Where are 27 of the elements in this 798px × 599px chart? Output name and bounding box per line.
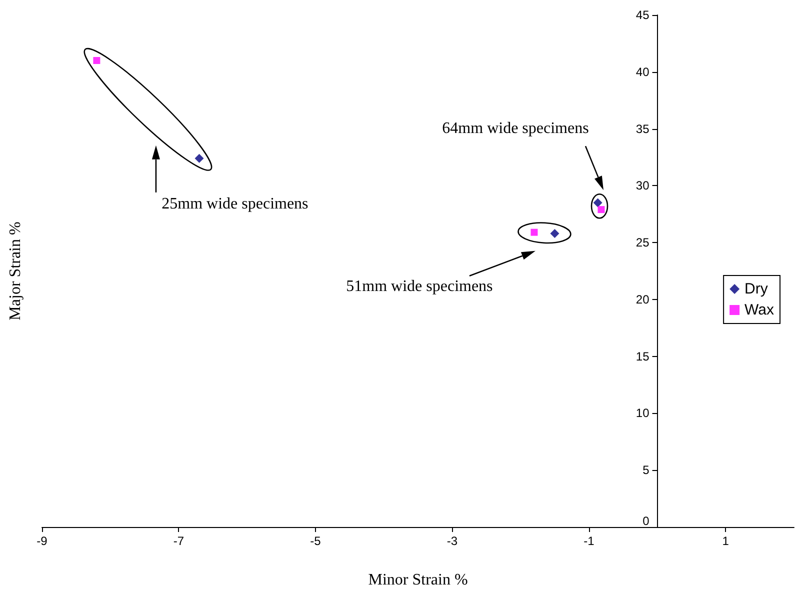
y-tick-label: 45: [636, 8, 650, 22]
x-tick-label: -3: [446, 534, 458, 548]
y-tick-label: 25: [636, 236, 650, 250]
point: [93, 57, 100, 64]
point: [550, 228, 560, 238]
y-tick-label: 10: [636, 406, 650, 420]
x-axis-title: Minor Strain %: [368, 572, 468, 588]
x-tick-label: -1: [584, 534, 595, 548]
y-tick-label: 15: [636, 349, 650, 364]
legend-label: Dry: [744, 280, 768, 298]
x-tick-label: -5: [310, 534, 322, 548]
y-axis-title: Major Strain %: [7, 222, 24, 320]
y-tick-label: 40: [636, 64, 650, 79]
annotation: 25mm wide specimens: [162, 195, 308, 212]
x-tick-label: -9: [36, 534, 48, 548]
x-tick-label: -7: [173, 534, 184, 548]
y-tick-label: 30: [636, 178, 650, 193]
point: [530, 228, 538, 236]
y-tick-label: 5: [642, 463, 650, 478]
annotation: 64mm wide specimens: [442, 120, 589, 138]
y-tick-label: 0: [642, 514, 650, 528]
legend-label: Wax: [744, 302, 774, 318]
y-tick-label: 20: [636, 292, 650, 306]
point: [194, 154, 204, 163]
y-tick-label: 35: [636, 122, 650, 136]
annotation: 51mm wide specimens: [346, 278, 493, 295]
x-tick-label: 1: [722, 534, 730, 548]
